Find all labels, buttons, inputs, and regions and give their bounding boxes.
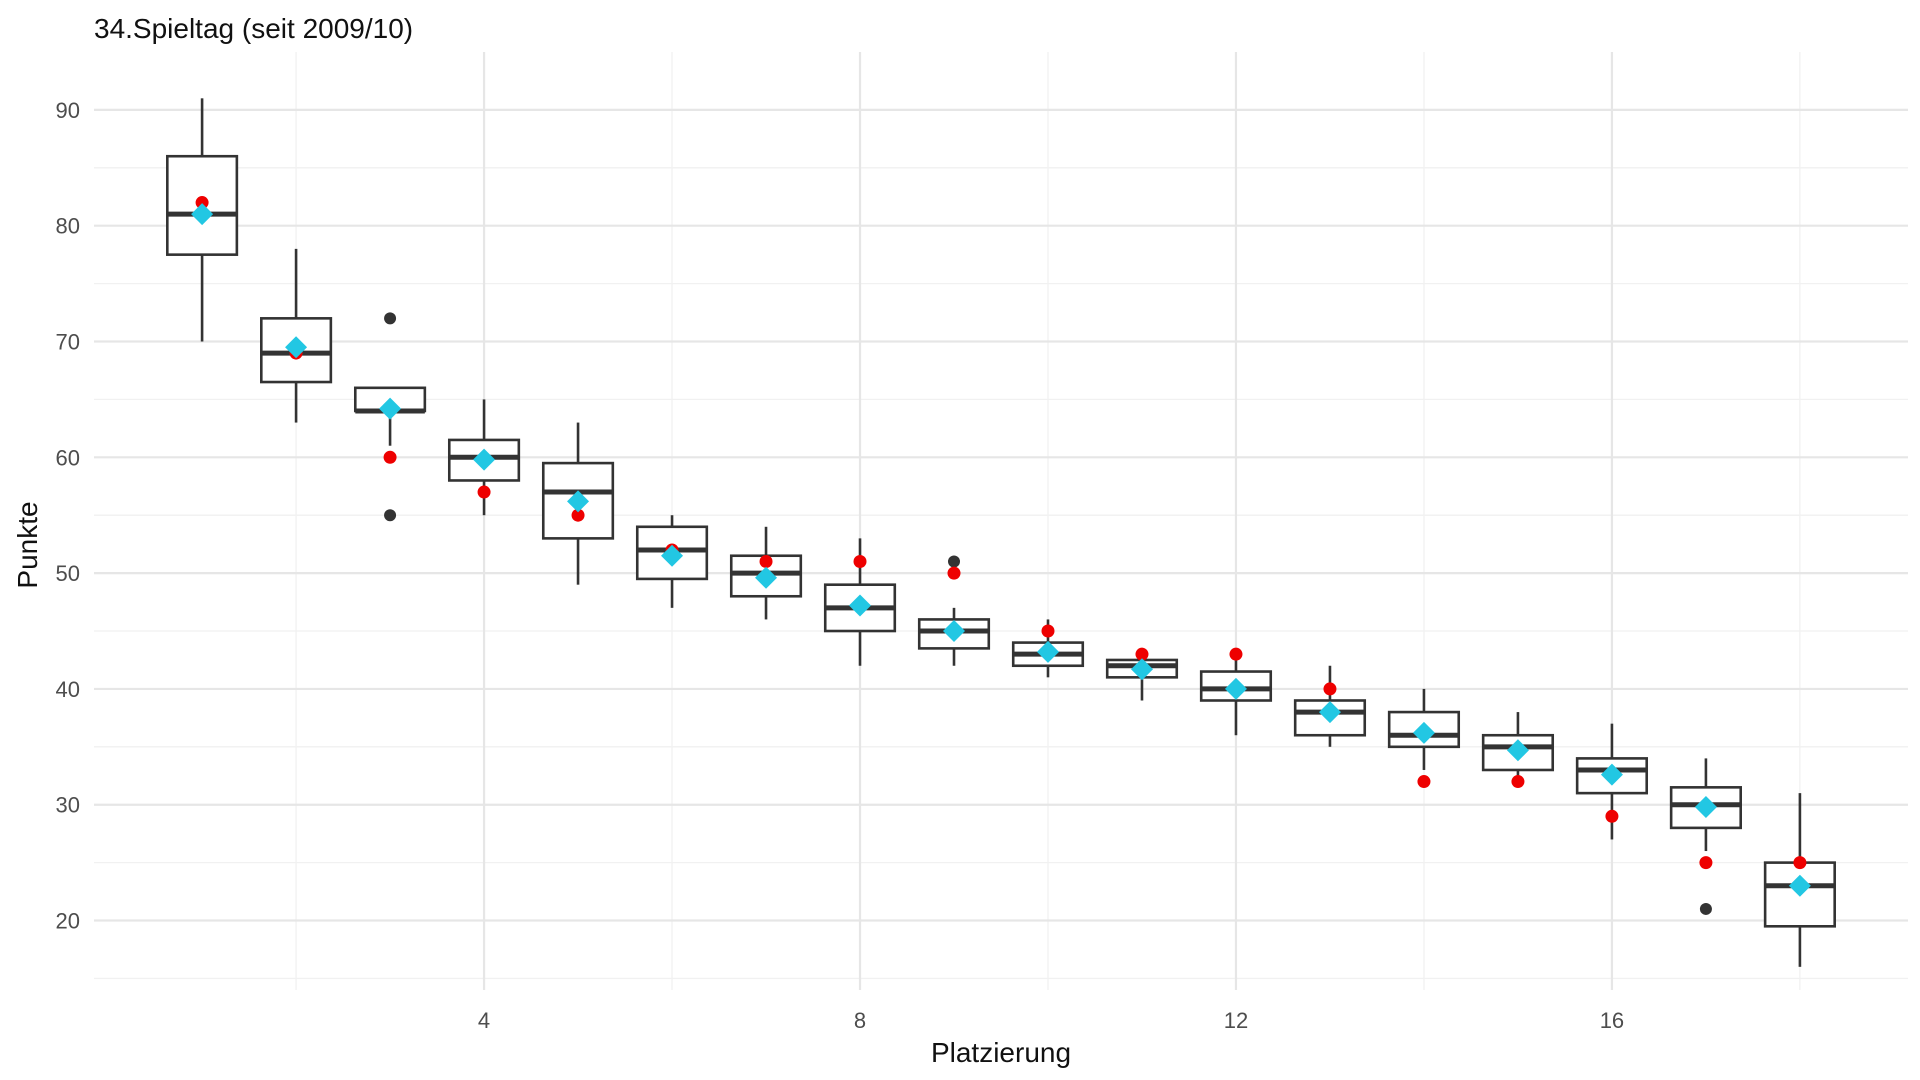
y-axis-title: Punkte	[12, 501, 43, 588]
mean-marker	[1788, 874, 1811, 897]
current-season-point	[1135, 647, 1149, 661]
y-tick-label: 90	[56, 98, 80, 123]
y-tick-label: 40	[56, 677, 80, 702]
current-season-point	[1511, 775, 1525, 789]
current-season-point	[383, 450, 397, 464]
outlier-point	[1699, 902, 1712, 915]
outlier-point	[384, 509, 397, 522]
current-season-point	[759, 555, 773, 569]
y-tick-label: 30	[56, 793, 80, 818]
mean-marker	[1600, 763, 1623, 786]
y-tick-label: 80	[56, 214, 80, 239]
mean-marker	[849, 594, 872, 617]
current-season-point	[1699, 856, 1713, 870]
current-season-point	[1323, 682, 1337, 696]
tick-labels: 20 30 40 50 60 70 80 90 4 8 12 16	[56, 98, 1625, 1033]
mean-marker	[1130, 658, 1153, 681]
mean-marker	[379, 397, 402, 420]
current-season-point	[853, 555, 867, 569]
mean-marker	[1694, 796, 1717, 819]
current-season-point	[947, 566, 961, 580]
current-season-point	[1417, 775, 1431, 789]
boxplot-series	[166, 98, 1836, 967]
y-tick-label: 70	[56, 330, 80, 355]
current-season-point	[1605, 809, 1619, 823]
y-tick-label: 60	[56, 445, 80, 470]
x-axis-title: Platzierung	[931, 1037, 1071, 1068]
mean-marker	[755, 566, 778, 589]
mean-marker	[191, 203, 214, 226]
current-season-point	[1229, 647, 1243, 661]
mean-marker	[473, 448, 496, 471]
grid	[94, 52, 1908, 990]
x-tick-label: 4	[478, 1008, 490, 1033]
current-season-point	[1793, 856, 1807, 870]
x-tick-label: 12	[1224, 1008, 1248, 1033]
mean-marker	[1318, 701, 1341, 724]
chart-title: 34.Spieltag (seit 2009/10)	[94, 13, 413, 44]
current-season-point	[195, 196, 209, 210]
outlier-point	[384, 312, 397, 325]
mean-marker	[661, 544, 684, 567]
current-season-point	[571, 508, 585, 522]
current-season-point	[477, 485, 491, 499]
outlier-point	[948, 555, 961, 568]
x-tick-label: 16	[1600, 1008, 1624, 1033]
mean-marker	[285, 336, 308, 359]
y-tick-label: 50	[56, 561, 80, 586]
mean-marker	[1412, 721, 1435, 744]
point-layer	[191, 196, 1811, 915]
mean-marker	[1224, 677, 1247, 700]
mean-marker	[1506, 739, 1529, 762]
mean-marker	[1036, 640, 1059, 663]
y-tick-label: 20	[56, 909, 80, 934]
current-season-point	[1041, 624, 1055, 638]
mean-marker	[567, 490, 590, 513]
x-tick-label: 8	[854, 1008, 866, 1033]
mean-marker	[943, 620, 966, 643]
